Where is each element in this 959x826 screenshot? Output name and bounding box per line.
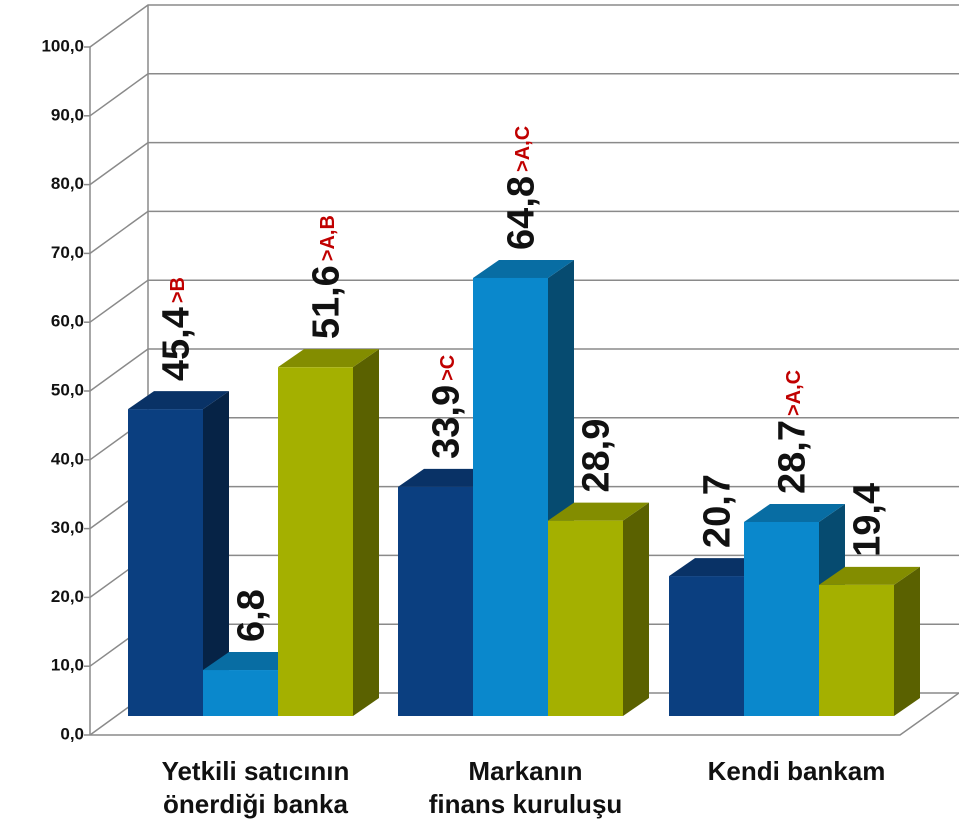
- bar: [548, 502, 649, 716]
- x-tick-label: önerdiği banka: [163, 789, 348, 819]
- bar-front: [548, 520, 623, 716]
- y-tick-label: 60,0: [51, 312, 84, 331]
- bar-side: [623, 502, 649, 716]
- x-tick-label: finans kuruluşu: [429, 789, 623, 819]
- annotation: >A,B: [317, 215, 339, 261]
- value-label: 28,9: [576, 419, 618, 493]
- y-tick-label: 10,0: [51, 656, 84, 675]
- bar-top: [548, 502, 649, 521]
- grid-line: [89, 4, 959, 48]
- bar-front: [473, 277, 548, 716]
- bar-side: [353, 349, 379, 716]
- y-tick-label: 20,0: [51, 587, 84, 606]
- value-label: 20,7: [697, 474, 739, 548]
- bar-front: [398, 486, 473, 716]
- bar: [128, 391, 229, 716]
- annotation: >A,C: [783, 370, 805, 416]
- bar-front: [128, 409, 203, 716]
- grid-line: [89, 73, 959, 117]
- annotation: >B: [167, 277, 189, 303]
- floor-edge: [90, 692, 959, 736]
- bar-top: [278, 349, 379, 368]
- bar-front: [203, 670, 278, 716]
- y-tick-label: 0,0: [60, 724, 84, 743]
- bar-front: [278, 367, 353, 716]
- value-label: 28,7: [772, 420, 814, 494]
- annotation: >C: [437, 355, 459, 381]
- bar-top: [473, 259, 574, 278]
- bar-side: [203, 391, 229, 716]
- bar: [278, 349, 379, 716]
- bar: [819, 566, 920, 716]
- x-tick-label: Markanın: [468, 756, 582, 786]
- y-tick-label: 40,0: [51, 449, 84, 468]
- bar-side: [894, 566, 920, 716]
- y-tick-label: 80,0: [51, 174, 84, 193]
- y-tick-label: 70,0: [51, 243, 84, 262]
- y-tick-label: 30,0: [51, 518, 84, 537]
- bar-front: [819, 584, 894, 716]
- value-label: 33,9: [426, 385, 468, 459]
- bar-front: [669, 576, 744, 716]
- annotation: >A,C: [512, 126, 534, 172]
- value-label: 64,8: [501, 176, 543, 250]
- x-tick-label: Kendi bankam: [708, 756, 886, 786]
- x-tick-label: Yetkili satıcının: [162, 756, 350, 786]
- bar-top: [128, 391, 229, 410]
- value-label: 51,6: [306, 265, 348, 339]
- bar-front: [744, 521, 819, 716]
- bar-top: [744, 503, 845, 522]
- bar-top: [819, 566, 920, 585]
- y-tick-label: 90,0: [51, 105, 84, 124]
- y-tick-label: 100,0: [41, 36, 84, 55]
- value-label: 19,4: [847, 483, 889, 557]
- value-label: 6,8: [231, 589, 273, 642]
- y-tick-label: 50,0: [51, 380, 84, 399]
- value-label: 45,4: [156, 307, 198, 381]
